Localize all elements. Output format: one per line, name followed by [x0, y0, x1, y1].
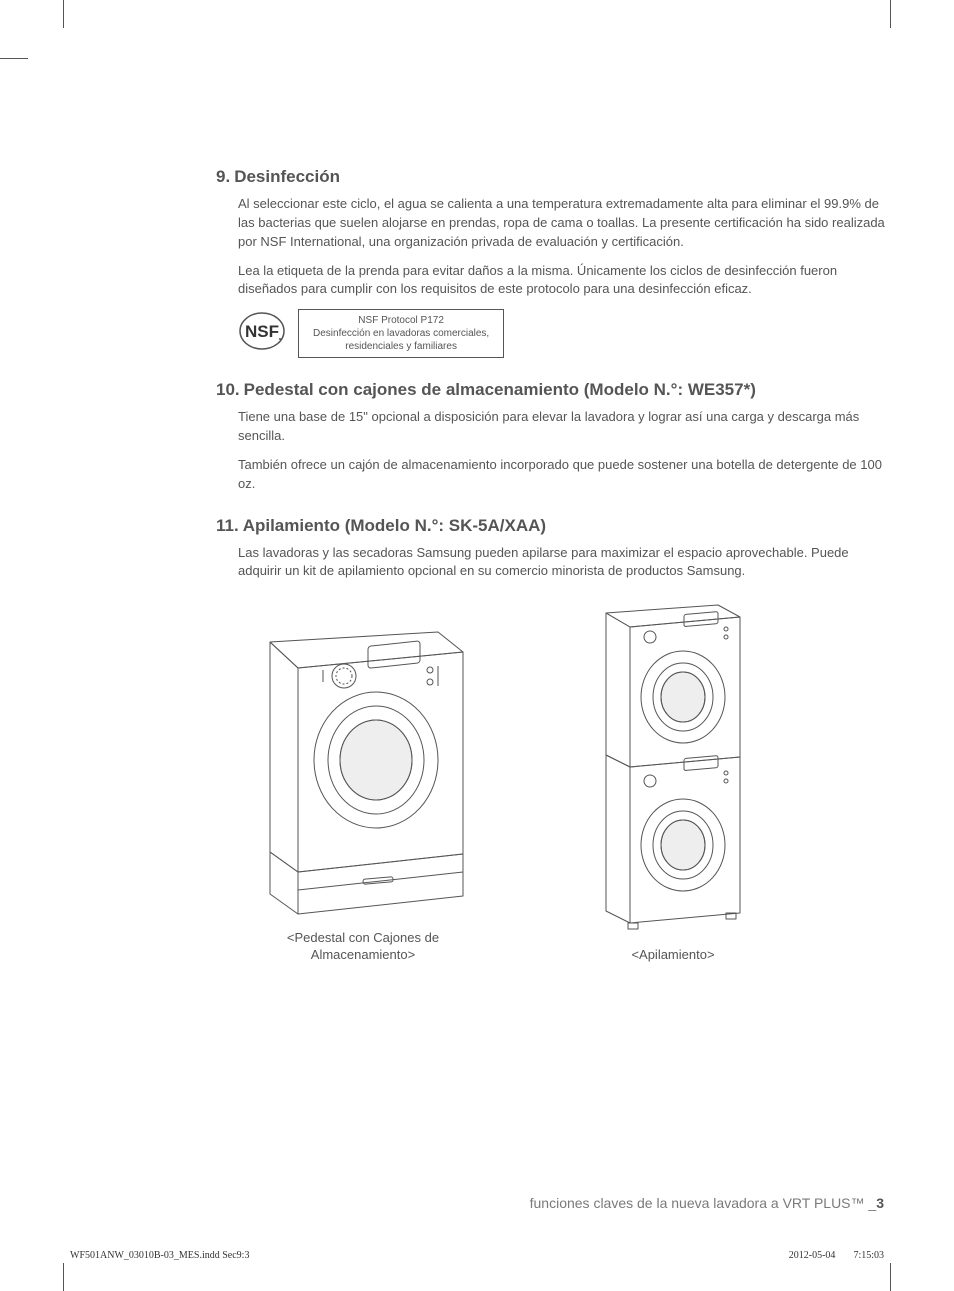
figure-stack: <Apilamiento>	[588, 599, 758, 964]
section-10: 10.Pedestal con cajones de almacenamient…	[216, 380, 886, 493]
print-file: WF501ANW_03010B-03_MES.indd Sec9:3	[70, 1250, 249, 1261]
heading-9: 9.Desinfección	[216, 167, 886, 187]
nsf-protocol-box: NSF Protocol P172 Desinfección en lavado…	[298, 309, 504, 358]
figure-caption: <Apilamiento>	[631, 947, 714, 964]
figure-pedestal: <Pedestal con Cajones deAlmacenamiento>	[238, 622, 488, 964]
heading-title: Apilamiento (Modelo N.°: SK-5A/XAA)	[243, 516, 546, 535]
figure-caption: <Pedestal con Cajones deAlmacenamiento>	[287, 930, 439, 964]
heading-10: 10.Pedestal con cajones de almacenamient…	[216, 380, 886, 400]
print-time: 7:15:03	[853, 1250, 884, 1261]
nsf-row: NSF NSF Protocol P172 Desinfección en la…	[238, 309, 886, 358]
paragraph: Al seleccionar este ciclo, el agua se ca…	[238, 195, 886, 252]
crop-mark	[890, 0, 891, 28]
print-date: 2012-05-04	[789, 1250, 836, 1261]
crop-mark	[63, 0, 64, 28]
section-11: 11.Apilamiento (Modelo N.°: SK-5A/XAA) L…	[216, 516, 886, 965]
paragraph: También ofrece un cajón de almacenamient…	[238, 456, 886, 494]
heading-title: Pedestal con cajones de almacenamiento (…	[244, 380, 756, 399]
heading-title: Desinfección	[234, 167, 340, 186]
svg-text:NSF: NSF	[245, 322, 279, 341]
paragraph: Tiene una base de 15" opcional a disposi…	[238, 408, 886, 446]
heading-number: 9.	[216, 167, 230, 186]
crop-mark	[63, 1263, 64, 1291]
page-content: 9.Desinfección Al seleccionar este ciclo…	[216, 167, 886, 986]
heading-11: 11.Apilamiento (Modelo N.°: SK-5A/XAA)	[216, 516, 886, 536]
footer-label: funciones claves de la nueva lavadora a …	[530, 1195, 877, 1211]
paragraph: Lea la etiqueta de la prenda para evitar…	[238, 262, 886, 300]
heading-number: 11.	[216, 516, 239, 535]
washer-stack-icon	[588, 599, 758, 939]
washer-pedestal-icon	[238, 622, 488, 922]
nsf-line: NSF Protocol P172	[313, 314, 489, 327]
nsf-logo-icon: NSF	[238, 311, 286, 356]
nsf-line: residenciales y familiares	[313, 340, 489, 353]
nsf-line: Desinfección en lavadoras comerciales,	[313, 327, 489, 340]
figures-row: <Pedestal con Cajones deAlmacenamiento>	[238, 599, 886, 964]
section-9: 9.Desinfección Al seleccionar este ciclo…	[216, 167, 886, 358]
crop-mark	[890, 1263, 891, 1291]
paragraph: Las lavadoras y las secadoras Samsung pu…	[238, 544, 886, 582]
crop-mark	[0, 58, 28, 59]
page-footer: funciones claves de la nueva lavadora a …	[530, 1195, 884, 1211]
print-metadata: WF501ANW_03010B-03_MES.indd Sec9:3 2012-…	[70, 1250, 884, 1261]
footer-page-number: 3	[876, 1195, 884, 1211]
heading-number: 10.	[216, 380, 240, 399]
